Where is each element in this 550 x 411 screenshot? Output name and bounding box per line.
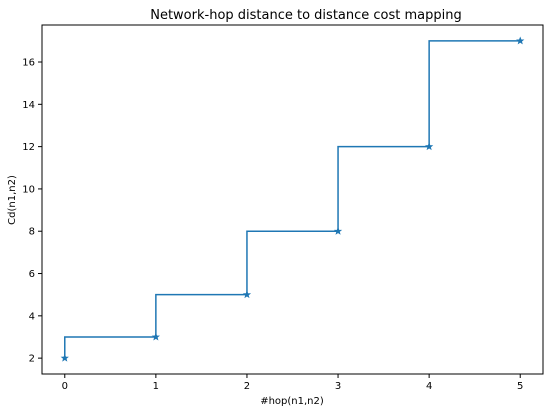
y-tick-label: 10	[22, 184, 35, 195]
chart-title: Network-hop distance to distance cost ma…	[150, 8, 462, 23]
x-axis-label: #hop(n1,n2)	[260, 396, 324, 407]
y-tick-label: 8	[29, 227, 35, 238]
y-tick-label: 16	[22, 58, 35, 69]
y-tick-label: 14	[22, 100, 35, 111]
x-tick-label: 3	[335, 381, 341, 392]
x-axis: 0 1 2 3 4 5	[62, 374, 523, 392]
plot-area	[60, 36, 525, 362]
data-point-marker	[516, 36, 525, 45]
data-point-marker	[242, 290, 252, 299]
y-tick-label: 4	[29, 311, 35, 322]
data-point-marker	[425, 142, 434, 151]
y-tick-label: 12	[22, 142, 35, 153]
y-axis-label: Cd(n1,n2)	[7, 175, 18, 225]
x-tick-label: 2	[244, 381, 250, 392]
y-axis: 2 4 6 8 10 12 14 16	[22, 58, 42, 365]
y-tick-label: 2	[29, 354, 35, 365]
y-tick-label: 6	[29, 269, 35, 280]
x-tick-label: 4	[426, 381, 432, 392]
data-point-marker	[60, 353, 69, 362]
data-point-marker	[151, 332, 160, 341]
data-point-marker	[333, 226, 343, 235]
x-tick-label: 0	[62, 381, 68, 392]
series-step-line	[64, 40, 521, 359]
plot-frame	[41, 24, 544, 375]
x-tick-label: 5	[517, 381, 523, 392]
x-tick-label: 1	[153, 381, 159, 392]
